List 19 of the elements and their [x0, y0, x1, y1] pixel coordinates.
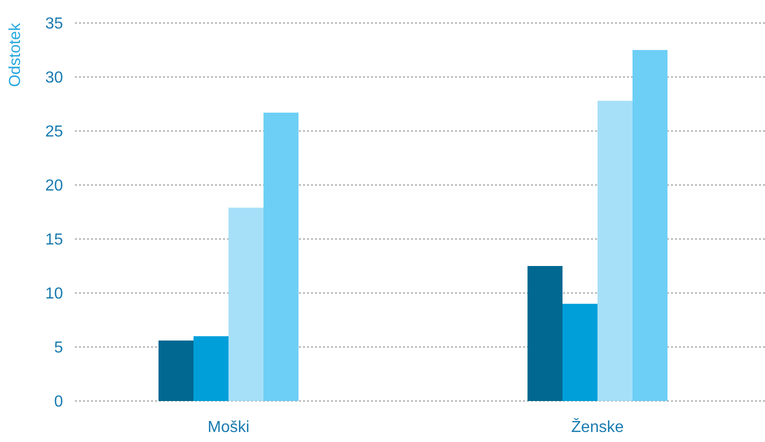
bar	[562, 304, 598, 401]
y-tick-label: 30	[45, 70, 64, 87]
bar	[528, 266, 562, 401]
y-tick-label: 15	[45, 232, 64, 249]
x-tick-label: Moški	[208, 419, 250, 436]
bar	[632, 50, 668, 401]
bar	[158, 340, 194, 401]
y-tick-label: 5	[54, 340, 64, 357]
y-tick-label: 20	[45, 178, 64, 195]
y-tick-label: 0	[54, 394, 64, 411]
y-tick-label: 25	[45, 124, 64, 141]
bar	[194, 336, 228, 401]
bar	[264, 112, 298, 401]
y-tick-label: 35	[45, 16, 64, 33]
y-tick-label: 10	[45, 286, 64, 303]
x-tick-label: Ženske	[571, 418, 624, 436]
y-axis-title: Odstotek	[7, 22, 24, 88]
bar	[228, 208, 264, 401]
bar	[598, 100, 632, 401]
